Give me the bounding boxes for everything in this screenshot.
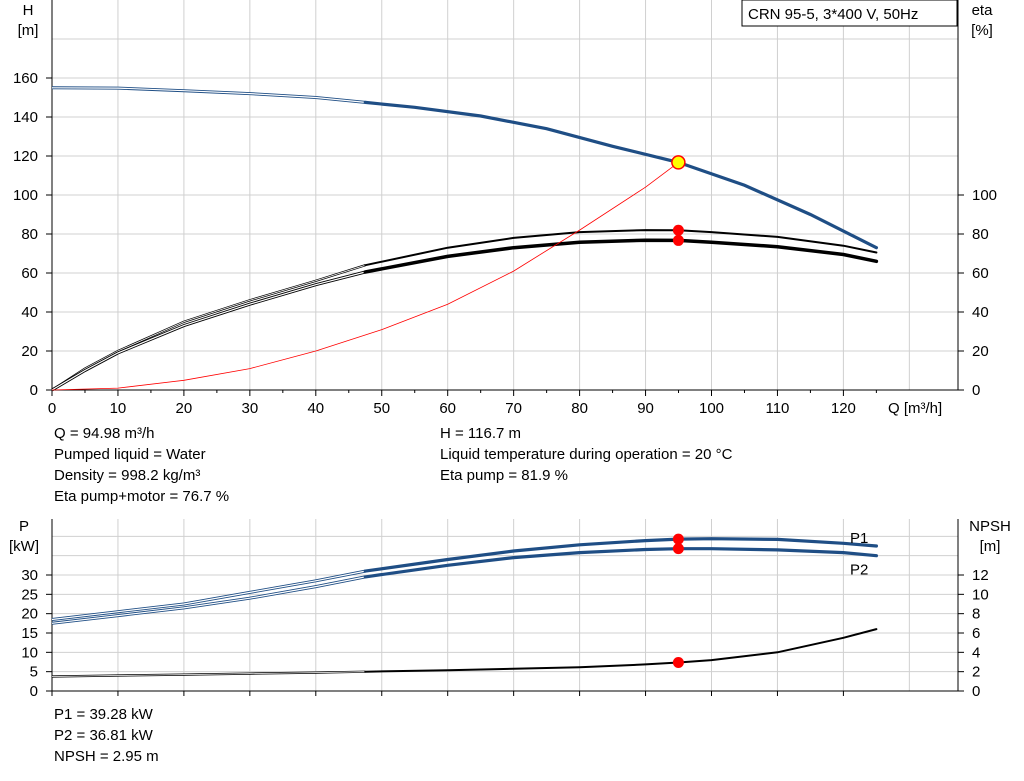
- eta-pump-curve-outline-inner: [51, 264, 366, 391]
- eta-pump-op-marker: [672, 224, 684, 236]
- system-curve: [51, 162, 679, 391]
- bottom-chart-grid: [52, 519, 958, 691]
- y-left-tick-label: 40: [21, 304, 38, 321]
- x-tick-label: 20: [176, 400, 193, 417]
- y-left-tick-label: 10: [21, 644, 38, 661]
- x-tick-label: 120: [831, 400, 856, 417]
- info-npsh: NPSH = 2.95 m: [54, 748, 159, 765]
- p1-series-label: P1: [850, 530, 868, 547]
- x-tick-label: 70: [505, 400, 522, 417]
- info-temperature: Liquid temperature during operation = 20…: [440, 446, 733, 463]
- info-p2: P2 = 36.81 kW: [54, 727, 153, 744]
- x-tick-label: 110: [765, 400, 789, 417]
- info-head: H = 116.7 m: [440, 425, 522, 442]
- info-liquid: Pumped liquid = Water: [54, 446, 206, 463]
- x-tick-label: 90: [637, 400, 654, 417]
- title-box: [741, 0, 958, 27]
- y-left-tick-label: 140: [13, 109, 38, 126]
- y-left-tick-label: 0: [30, 683, 38, 700]
- x-tick-label: 80: [571, 400, 588, 417]
- y-left-tick-label: 15: [21, 625, 38, 642]
- y-left-tick-label: 30: [21, 567, 38, 584]
- p1-curve: [363, 537, 878, 573]
- p2-curve-outline-inner: [51, 576, 366, 624]
- x-tick-label: 40: [307, 400, 324, 417]
- p1-op-marker: [672, 533, 684, 545]
- chart-series: [51, 86, 879, 678]
- y-right-tick-label: 0: [972, 683, 980, 700]
- p1-curve-outline-inner: [51, 570, 366, 621]
- y-right-tick-label: 4: [972, 644, 980, 661]
- head-curve-outline: [51, 86, 366, 104]
- y-right-axis-label: NPSH: [969, 518, 1011, 535]
- y-left-tick-label: 80: [21, 226, 38, 243]
- y-left-axis-label: H: [23, 2, 34, 19]
- x-tick-label: 60: [439, 400, 456, 417]
- npsh-op-marker: [672, 656, 684, 668]
- y-left-tick-label: 20: [21, 606, 38, 623]
- y-left-axis-unit: [kW]: [9, 538, 39, 555]
- eta-total-op-marker: [672, 234, 684, 246]
- y-left-tick-label: 20: [21, 343, 38, 360]
- npsh-curve-outline-inner: [51, 671, 366, 677]
- y-left-tick-label: 120: [13, 148, 38, 165]
- y-right-tick-label: 8: [972, 606, 980, 623]
- info-density: Density = 998.2 kg/m³: [54, 467, 201, 484]
- y-left-tick-label: 5: [30, 664, 38, 681]
- y-right-tick-label: 60: [972, 265, 989, 282]
- head-op-marker: [671, 155, 686, 170]
- head-curve-outline-inner: [51, 87, 366, 103]
- y-left-tick-label: 100: [13, 187, 38, 204]
- info-eta-total: Eta pump+motor = 76.7 %: [54, 488, 230, 505]
- y-left-axis-unit: [m]: [18, 22, 39, 39]
- chart-axes: [46, 0, 964, 696]
- y-right-tick-label: 2: [972, 664, 980, 681]
- x-tick-label: 50: [373, 400, 390, 417]
- y-right-axis-unit: [m]: [980, 538, 1001, 555]
- y-right-tick-label: 20: [972, 343, 989, 360]
- y-right-tick-label: 0: [972, 382, 980, 399]
- y-right-tick-label: 10: [972, 586, 989, 603]
- info-flow: Q = 94.98 m³/h: [54, 425, 155, 442]
- y-left-tick-label: 0: [30, 382, 38, 399]
- p2-op-marker: [672, 543, 684, 555]
- info-eta-pump: Eta pump = 81.9 %: [440, 467, 568, 484]
- x-tick-label: 30: [242, 400, 259, 417]
- p2-curve: [363, 547, 878, 579]
- y-right-tick-label: 100: [972, 187, 997, 204]
- head-curve: [363, 100, 878, 250]
- top-chart-grid: [52, 0, 958, 390]
- npsh-curve: [364, 628, 878, 673]
- p1-curve-outline: [51, 569, 366, 621]
- y-right-tick-label: 80: [972, 226, 989, 243]
- info-bottom: P1 = 39.28 kW P2 = 36.81 kW NPSH = 2.95 …: [54, 704, 159, 767]
- y-left-axis-label: P: [19, 518, 29, 535]
- info-top-left: Q = 94.98 m³/h Pumped liquid = Water Den…: [54, 423, 229, 507]
- eta-total-curve-outline-inner: [51, 271, 366, 391]
- chart-markers: [671, 155, 686, 668]
- eta-total-curve: [363, 238, 879, 274]
- chart-labels: 0 10 20 30 40 50 60 70 80 90 100 110 120 Q [m³/h]0204…: [9, 0, 1011, 700]
- x-tick-label: 100: [699, 400, 724, 417]
- x-axis-label: Q [m³/h]: [888, 400, 942, 417]
- y-left-tick-label: 60: [21, 265, 38, 282]
- x-tick-label: 0: [48, 400, 56, 417]
- y-right-tick-label: 6: [972, 625, 980, 642]
- eta-pump-curve: [364, 229, 878, 267]
- info-p1: P1 = 39.28 kW: [54, 706, 153, 723]
- y-left-tick-label: 160: [13, 70, 38, 87]
- y-right-tick-label: 40: [972, 304, 989, 321]
- eta-total-curve-outline: [51, 270, 366, 392]
- y-right-axis-unit: [%]: [971, 22, 993, 39]
- p2-series-label: P2: [850, 562, 868, 579]
- x-tick-label: 10: [110, 400, 127, 417]
- y-left-tick-label: 25: [21, 586, 38, 603]
- chart-title: CRN 95-5, 3*400 V, 50Hz: [748, 6, 918, 23]
- info-top-right: H = 116.7 m Liquid temperature during op…: [440, 423, 732, 486]
- y-right-axis-label: eta: [972, 2, 994, 19]
- y-right-tick-label: 12: [972, 567, 989, 584]
